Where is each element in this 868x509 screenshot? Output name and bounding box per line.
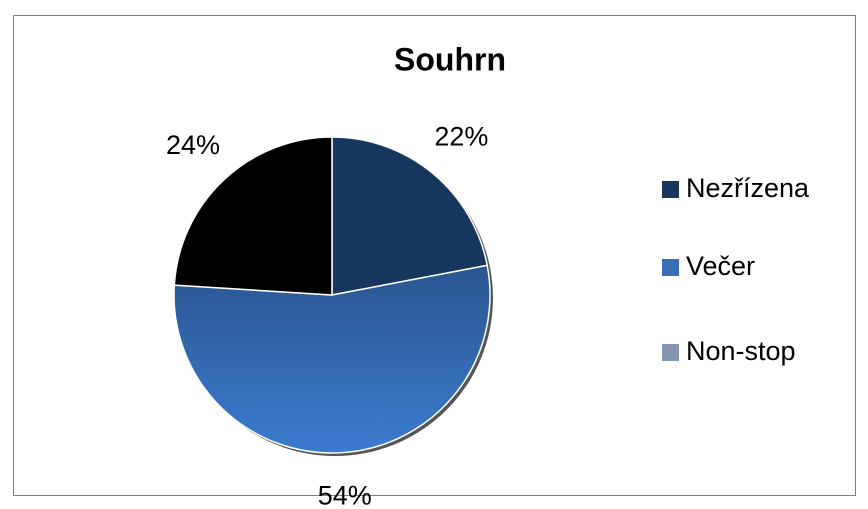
legend-swatch xyxy=(662,259,679,276)
legend-label: Nezřízena xyxy=(686,173,810,203)
legend-swatch xyxy=(662,344,679,361)
legend-swatch xyxy=(662,181,679,198)
pie-slice xyxy=(331,136,489,296)
chart-title: Souhrn xyxy=(394,41,506,77)
pie-slice xyxy=(173,136,333,296)
data-label: 24% xyxy=(166,130,220,160)
data-label: 54% xyxy=(318,481,372,509)
pie-slice xyxy=(173,264,491,454)
legend-label: Večer xyxy=(686,251,755,281)
data-label: 22% xyxy=(434,122,488,152)
legend-label: Non-stop xyxy=(686,336,796,366)
